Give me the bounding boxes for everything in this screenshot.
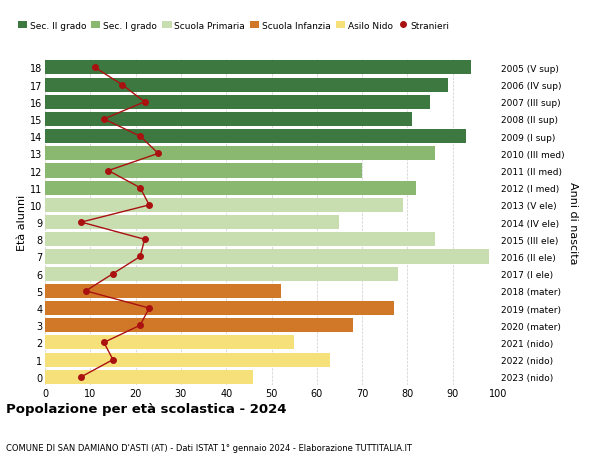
- Bar: [45, 95, 430, 110]
- Bar: [45, 233, 434, 247]
- Bar: [45, 130, 466, 144]
- Bar: [45, 216, 340, 230]
- Text: Popolazione per età scolastica - 2024: Popolazione per età scolastica - 2024: [6, 403, 287, 415]
- Legend: Sec. II grado, Sec. I grado, Scuola Primaria, Scuola Infanzia, Asilo Nido, Stran: Sec. II grado, Sec. I grado, Scuola Prim…: [18, 22, 449, 31]
- Bar: [45, 319, 353, 333]
- Bar: [45, 112, 412, 127]
- Bar: [45, 267, 398, 281]
- Bar: [45, 250, 489, 264]
- Bar: [45, 302, 394, 315]
- Bar: [45, 78, 448, 92]
- Bar: [45, 198, 403, 213]
- Bar: [45, 61, 471, 75]
- Bar: [45, 353, 331, 367]
- Bar: [45, 164, 362, 178]
- Bar: [45, 147, 434, 161]
- Bar: [45, 284, 281, 298]
- Y-axis label: Età alunni: Età alunni: [17, 195, 27, 251]
- Bar: [45, 336, 294, 350]
- Y-axis label: Anni di nascita: Anni di nascita: [568, 181, 578, 264]
- Bar: [45, 370, 253, 384]
- Text: COMUNE DI SAN DAMIANO D'ASTI (AT) - Dati ISTAT 1° gennaio 2024 - Elaborazione TU: COMUNE DI SAN DAMIANO D'ASTI (AT) - Dati…: [6, 443, 412, 452]
- Bar: [45, 181, 416, 196]
